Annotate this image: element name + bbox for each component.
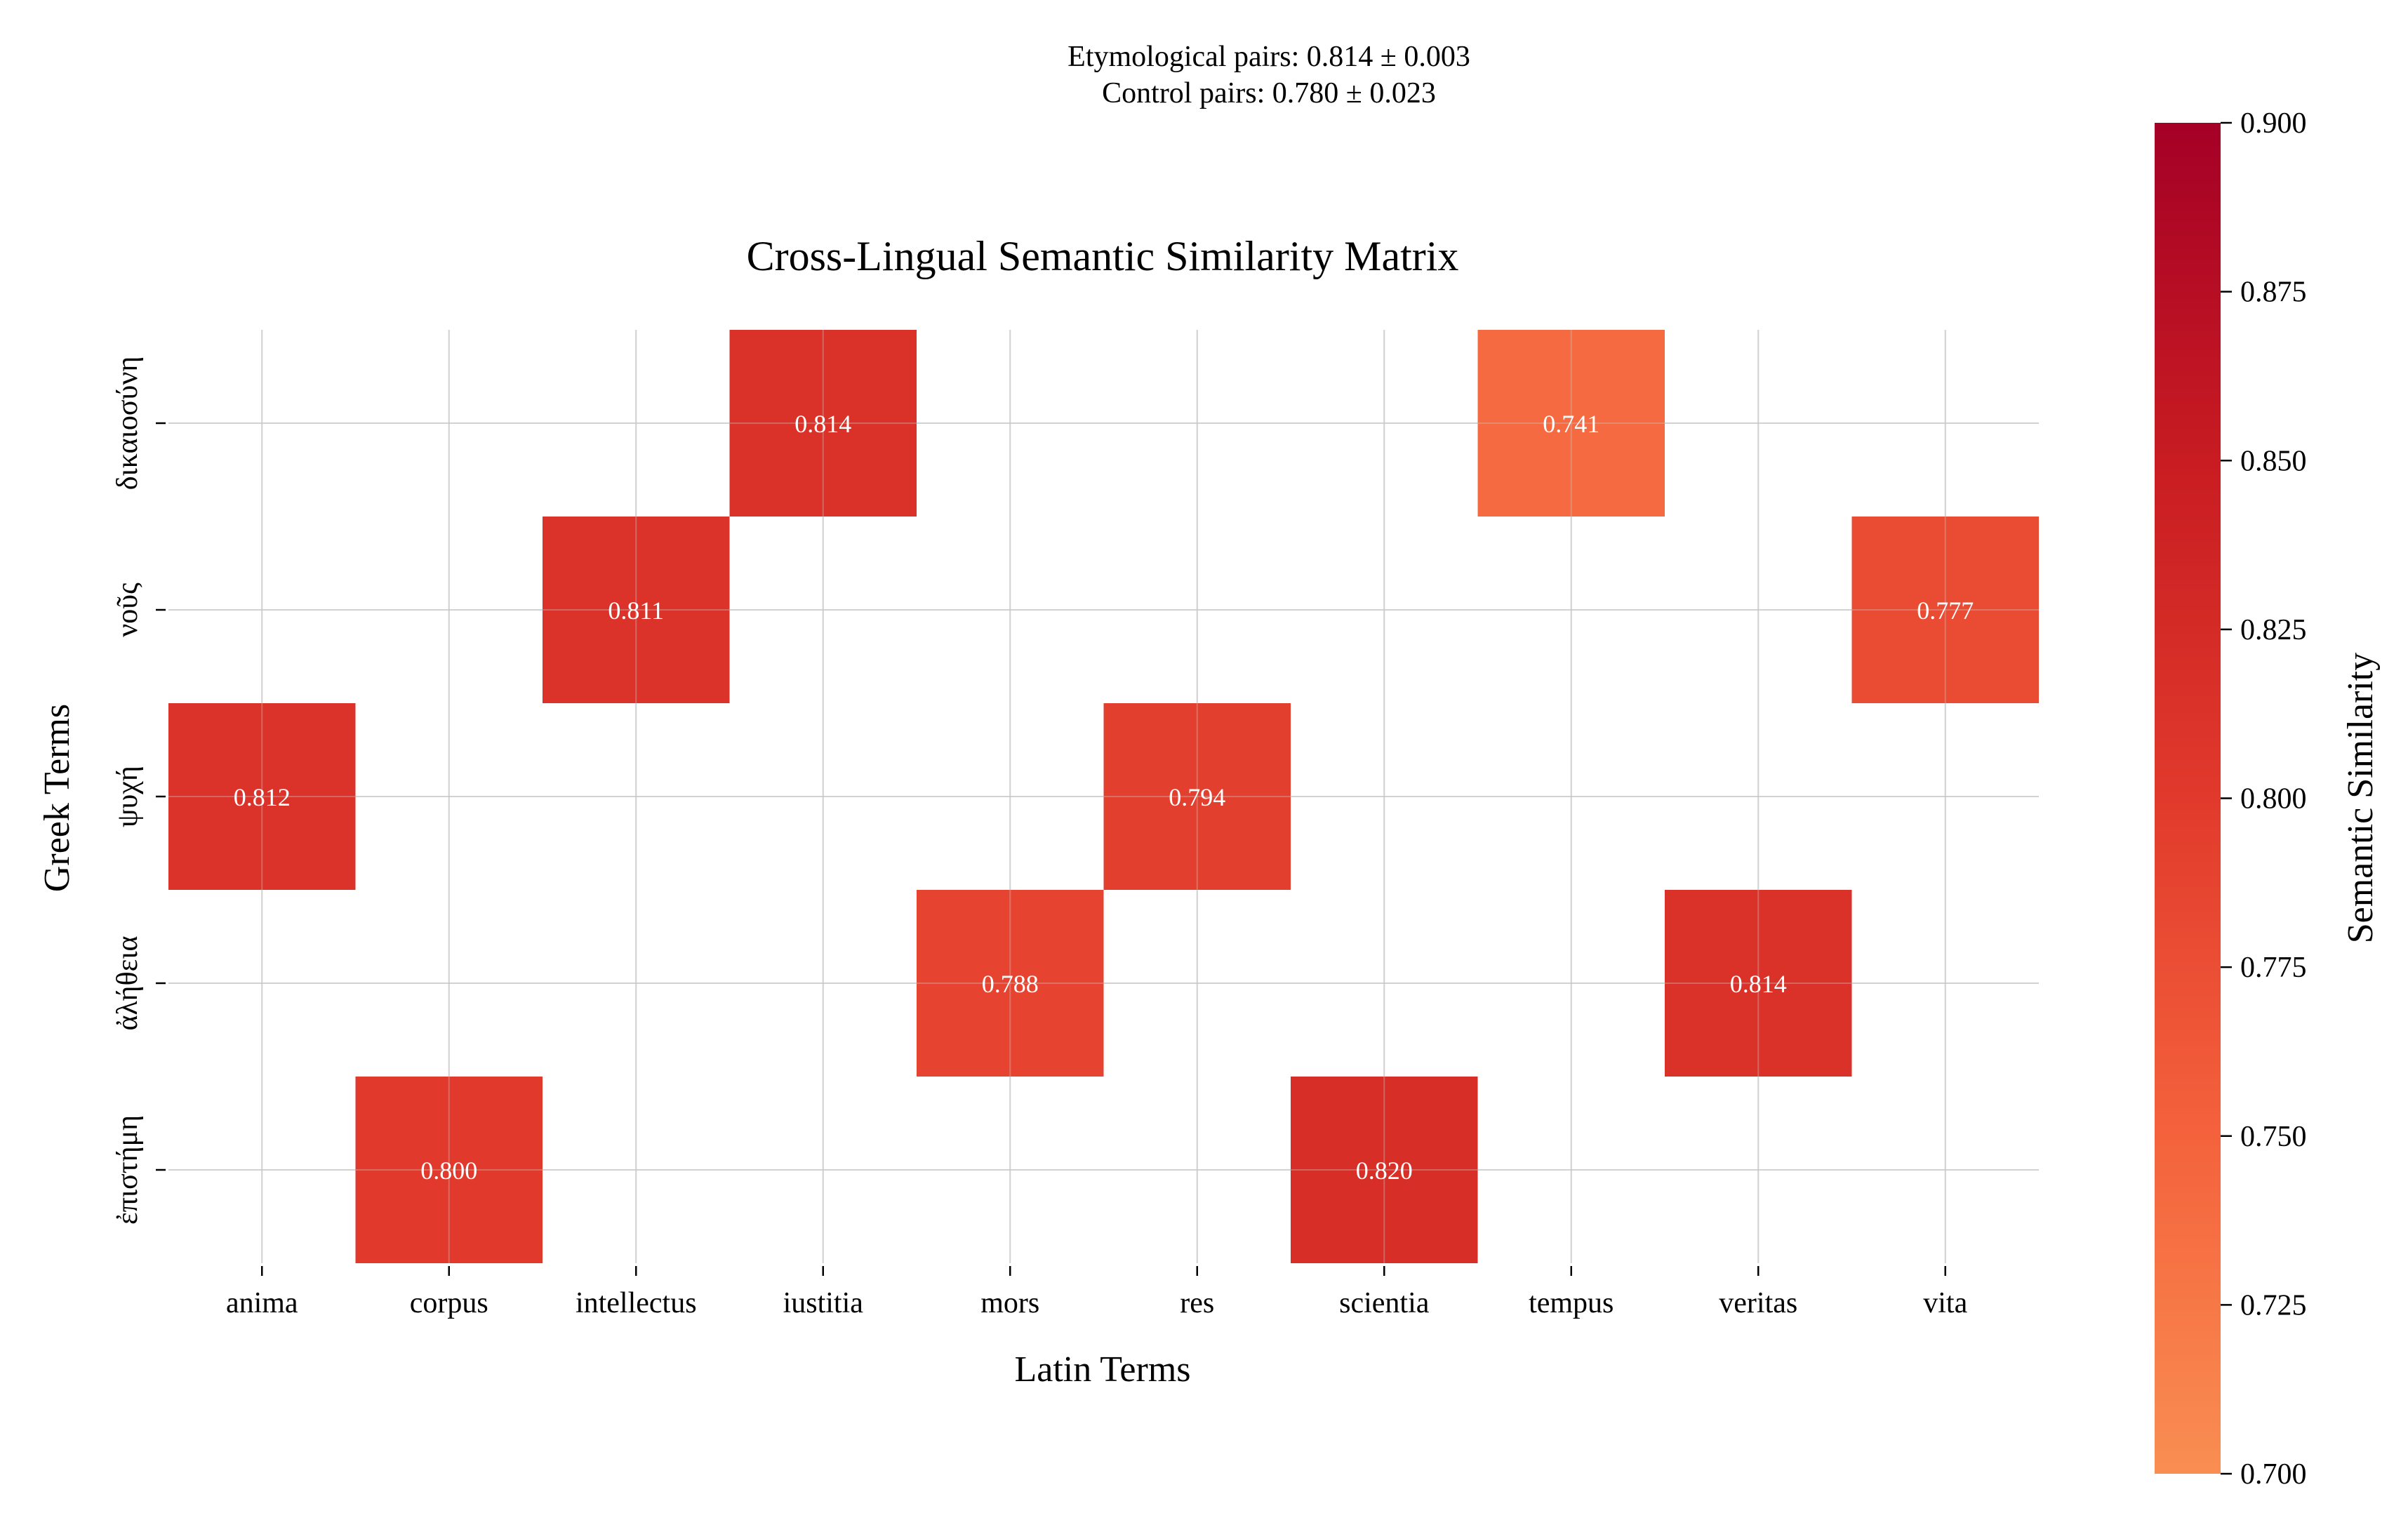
chart-title: Cross-Lingual Semantic Similarity Matrix [747, 233, 1459, 279]
cell-value-label: 0.788 [982, 970, 1039, 998]
grid-lines-overlay [168, 330, 2039, 1263]
x-tick-label: tempus [1529, 1287, 1614, 1319]
y-tick-label: ἐπιστήμη [112, 1115, 144, 1225]
cell-value-label: 0.820 [1356, 1157, 1413, 1185]
heatmap-cell [543, 517, 730, 703]
x-tick-label: anima [226, 1287, 298, 1319]
heatmap-cell [729, 330, 917, 517]
y-tick-label: ψυχή [112, 766, 144, 827]
cell-value-label: 0.814 [1730, 970, 1787, 998]
colorbar-tick-label: 0.775 [2240, 952, 2307, 984]
colorbar-tick-label: 0.900 [2240, 107, 2307, 140]
heatmap-cell [1103, 703, 1291, 890]
heatmap-cell [917, 890, 1104, 1077]
subtitle-line-control: Control pairs: 0.780 ± 0.023 [1102, 77, 1436, 109]
colorbar-tick-label: 0.750 [2240, 1121, 2307, 1153]
heatmap-cell [1477, 330, 1665, 517]
x-tick-label: vita [1923, 1287, 1967, 1319]
colorbar-tick-label: 0.875 [2240, 277, 2307, 309]
colorbar-tick-label: 0.700 [2240, 1458, 2307, 1491]
colorbar-ticks: 0.700 0.725 0.750 0.775 0.800 0.825 0.850 0.875… [2221, 107, 2307, 1491]
y-axis-ticks: δικαιοσύνη νοῦς ψυχή ἀλήθεια ἐπιστήμη [112, 357, 166, 1225]
y-tick-label: δικαιοσύνη [112, 357, 144, 491]
colorbar-tick-label: 0.825 [2240, 614, 2307, 646]
heatmap-cell [1665, 890, 1852, 1077]
y-axis-label: Greek Terms [37, 704, 77, 892]
cell-value-label: 0.800 [420, 1157, 477, 1185]
heatmap-cell [168, 703, 356, 890]
colorbar-tick-label: 0.800 [2240, 783, 2307, 815]
colorbar-tick-label: 0.725 [2240, 1289, 2307, 1321]
colorbar [2155, 123, 2221, 1474]
colorbar-tick-label: 0.850 [2240, 445, 2307, 477]
y-tick-label: ἀλήθεια [112, 935, 144, 1030]
x-tick-label: corpus [410, 1287, 488, 1319]
y-tick-label: νοῦς [112, 582, 144, 637]
cell-value-label: 0.814 [794, 410, 851, 438]
x-tick-label: veritas [1719, 1287, 1797, 1319]
x-axis-label: Latin Terms [1014, 1350, 1190, 1390]
subtitle: Etymological pairs: 0.814 ± 0.003 Contro… [1067, 41, 1470, 109]
x-tick-label: mors [980, 1287, 1039, 1319]
heatmap-cells [168, 330, 2039, 1263]
x-tick-label: iustitia [783, 1287, 864, 1319]
subtitle-line-etymological: Etymological pairs: 0.814 ± 0.003 [1067, 41, 1470, 73]
heatmap-cell [1291, 1077, 1478, 1263]
cell-value-label: 0.812 [234, 783, 291, 811]
colorbar-label: Semantic Similarity [2341, 653, 2381, 944]
cell-value-label: 0.777 [1917, 597, 1974, 625]
x-tick-label: intellectus [576, 1287, 697, 1319]
cell-value-label: 0.794 [1169, 783, 1225, 811]
cell-value-labels: 0.814 0.741 0.811 0.777 0.812 0.794 0.788 0.814… [234, 410, 1974, 1185]
x-tick-label: res [1180, 1287, 1214, 1319]
x-tick-label: scientia [1339, 1287, 1430, 1319]
x-axis-ticks: anima corpus intellectus iustitia mors res sci… [226, 1266, 1968, 1319]
heatmap-cell [1851, 517, 2039, 703]
cell-value-label: 0.741 [1543, 410, 1599, 438]
heatmap-cell [355, 1077, 543, 1263]
cell-value-label: 0.811 [608, 597, 664, 625]
